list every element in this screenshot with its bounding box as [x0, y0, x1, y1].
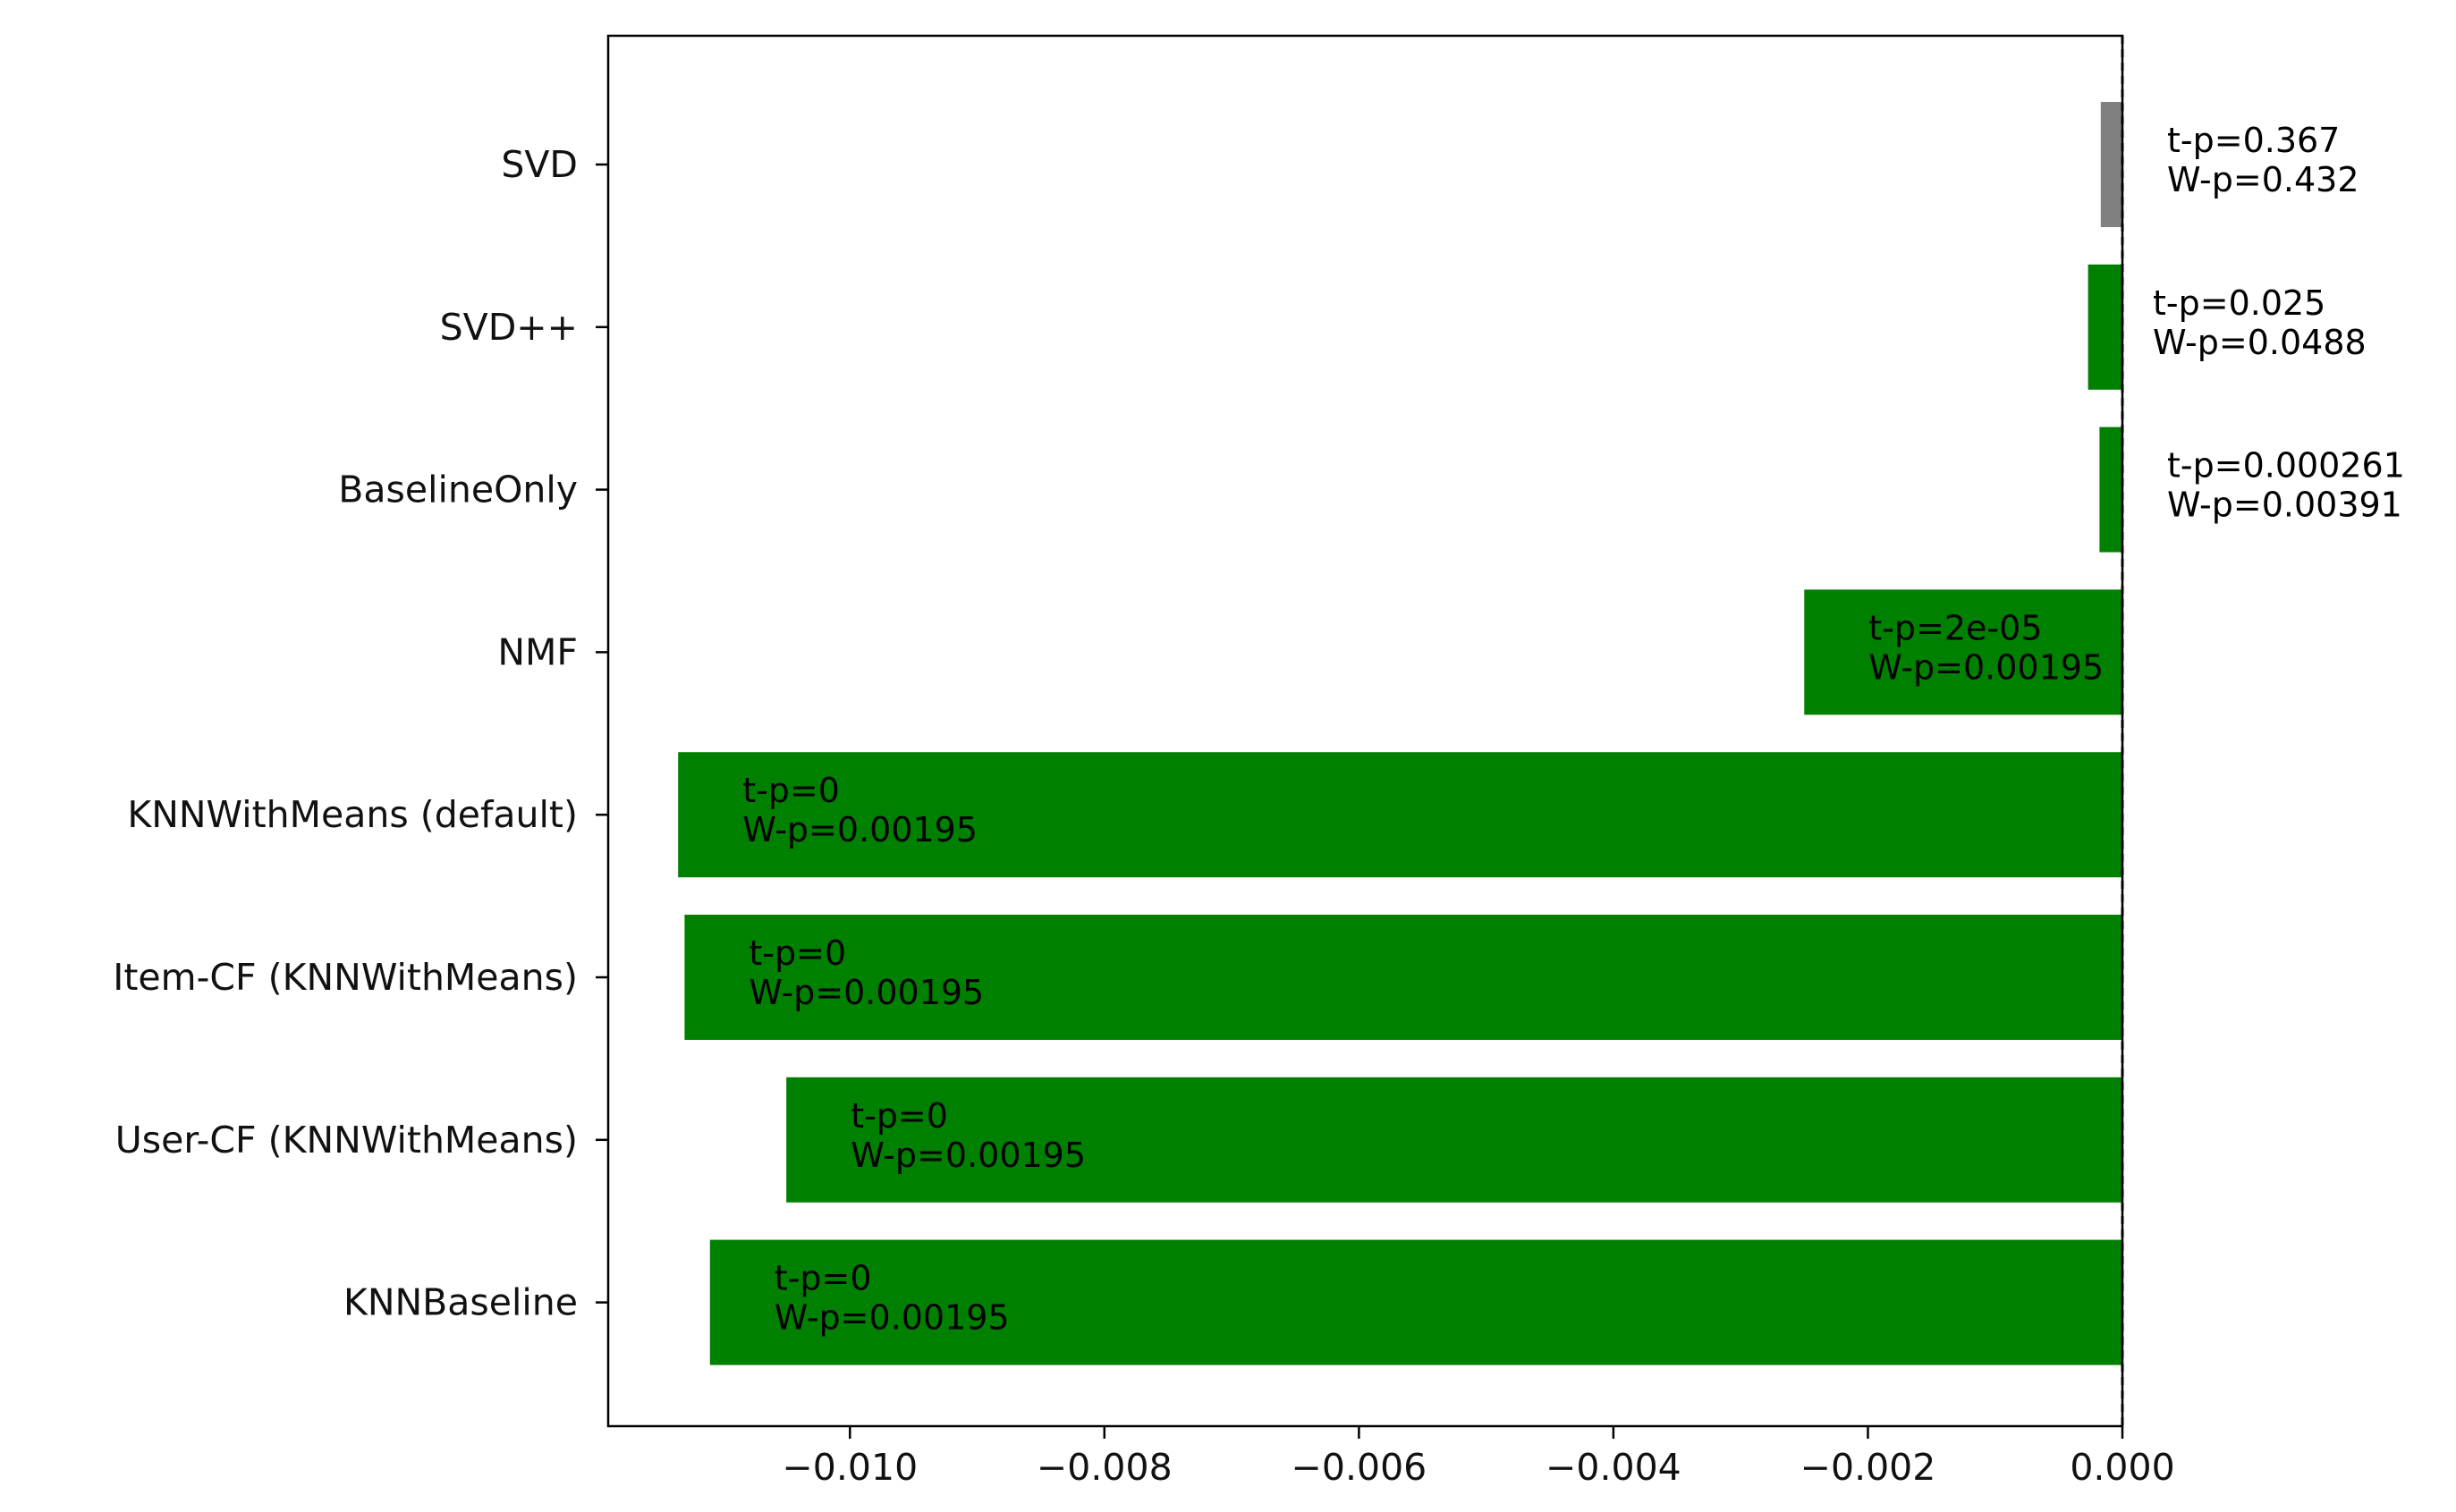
y-tick-label-2: BaselineOnly	[338, 469, 578, 511]
x-tick-label-5: 0.000	[2070, 1446, 2174, 1489]
annotation-t-p-4: t-p=0	[742, 771, 840, 810]
annotation-t-p-5: t-p=0	[749, 933, 846, 973]
annotation-t-p-3: t-p=2e-05	[1868, 608, 2042, 647]
x-tick-label-1: −0.008	[1037, 1446, 1173, 1489]
annotation-t-p-6: t-p=0	[851, 1096, 948, 1136]
y-tick-label-7: KNNBaseline	[343, 1281, 578, 1324]
bar-7	[709, 1239, 2122, 1365]
x-tick-label-3: −0.004	[1546, 1446, 1681, 1489]
bar-5	[684, 915, 2122, 1040]
annotation-w-p-2: W-p=0.00391	[2167, 486, 2402, 525]
annotation-t-p-1: t-p=0.025	[2153, 283, 2325, 323]
y-tick-label-4: KNNWithMeans (default)	[127, 793, 578, 836]
annotation-w-p-1: W-p=0.0488	[2153, 323, 2367, 362]
bar-0	[2100, 102, 2122, 227]
bars-layer	[678, 102, 2123, 1365]
annotation-w-p-0: W-p=0.432	[2167, 160, 2359, 199]
annotation-t-p-0: t-p=0.367	[2167, 121, 2340, 160]
annotation-w-p-7: W-p=0.00195	[775, 1298, 1010, 1338]
y-tick-label-6: User-CF (KNNWithMeans)	[115, 1119, 578, 1161]
annotation-w-p-6: W-p=0.00195	[851, 1136, 1086, 1175]
x-tick-label-4: −0.002	[1800, 1446, 1936, 1489]
annotation-w-p-3: W-p=0.00195	[1868, 647, 2104, 687]
annotation-w-p-5: W-p=0.00195	[749, 973, 984, 1012]
y-tick-label-5: Item-CF (KNNWithMeans)	[113, 956, 578, 999]
y-tick-label-0: SVD	[501, 143, 578, 186]
annotation-w-p-4: W-p=0.00195	[742, 810, 978, 849]
axes-layer: SVD SVD++ BaselineOnly NMF KNNWithMeans (def…	[113, 34, 2175, 1489]
y-tick-label-3: NMF	[497, 630, 578, 673]
annotation-t-p-2: t-p=0.000261	[2167, 446, 2405, 486]
bar-4	[678, 752, 2123, 878]
y-tick-label-1: SVD++	[440, 306, 578, 349]
bar-6	[786, 1077, 2123, 1203]
x-tick-label-2: −0.006	[1292, 1446, 1427, 1489]
x-tick-label-0: −0.010	[782, 1446, 918, 1489]
annotation-t-p-7: t-p=0	[775, 1259, 872, 1298]
bar-2	[2099, 427, 2122, 553]
plot-frame	[606, 34, 2124, 1428]
bar-1	[2088, 264, 2122, 390]
bar-3	[1804, 589, 2122, 715]
